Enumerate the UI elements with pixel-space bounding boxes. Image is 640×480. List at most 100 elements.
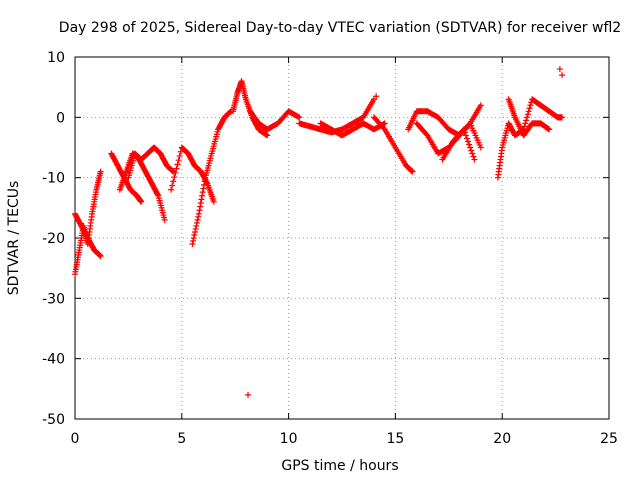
data-point [263,131,270,138]
data-point [195,210,202,217]
y-tick-label: -20 [42,231,65,247]
data-point [190,235,197,241]
data-point [559,72,566,79]
data-point [192,225,199,232]
data-point [462,132,469,139]
data-point [154,191,161,198]
data-point [197,203,204,210]
y-tick-label: 0 [56,110,65,126]
data-point [176,152,183,159]
data-point [138,198,145,205]
x-tick-label: 0 [71,431,80,447]
data-point [198,196,205,203]
data-point [423,131,430,138]
data-point [190,238,197,245]
x-tick-label: 25 [600,431,618,447]
data-point [169,182,176,189]
data-point [175,157,182,164]
data-point [409,168,416,175]
data-point [193,219,200,226]
data-point [556,66,563,73]
data-point [468,147,475,154]
data-point [408,167,415,174]
data-point [173,165,180,172]
data-point [171,174,178,181]
data-point [467,144,474,151]
data-point [201,181,208,188]
data-point [161,216,168,223]
data-point [546,126,553,133]
y-tick-label: -30 [42,291,65,307]
data-point [524,111,531,118]
data-point [295,113,302,120]
data-point [471,156,478,163]
data-point [463,135,470,142]
data-point [373,93,380,100]
data-point [470,153,477,160]
data-point [195,213,202,220]
data-points [72,66,566,398]
data-point [408,168,415,175]
data-point [199,192,206,199]
y-tick-label: 10 [47,50,65,66]
data-point [226,109,233,116]
data-point [201,178,208,185]
data-point [461,129,468,136]
data-point [96,251,103,258]
data-point [525,108,532,115]
data-point [469,150,476,157]
data-point [196,207,203,214]
data-point [522,120,529,127]
data-point [545,125,552,132]
data-point [296,114,303,121]
y-tick-label: -10 [42,171,65,187]
data-point [527,102,534,109]
data-point [174,161,181,168]
data-point [460,126,467,133]
y-axis-label: SDTVAR / TECUs [6,181,22,296]
data-point [245,391,252,398]
data-point [466,141,473,148]
data-point [477,102,484,109]
data-point [200,185,207,192]
data-point [199,189,206,196]
data-point [193,222,200,229]
data-point [210,198,217,205]
y-tick-label: -50 [42,412,65,428]
data-point [168,167,175,174]
data-point [521,123,528,130]
y-tick-labels: -50 -40 -30 -20 -10 0 10 [42,50,65,428]
chart-title: Day 298 of 2025, Sidereal Day-to-day VTE… [59,20,621,36]
data-point [526,105,533,112]
data-point [194,216,201,223]
data-point [97,253,104,260]
x-tick-label: 10 [280,431,298,447]
data-point [192,228,199,235]
data-point [559,114,566,121]
x-tick-label: 15 [386,431,404,447]
data-point [97,168,104,175]
data-point [523,117,530,124]
data-point [168,186,175,193]
y-tick-label: -40 [42,352,65,368]
x-tick-label: 20 [493,431,511,447]
data-point [227,108,234,115]
data-point [477,144,484,151]
data-point [523,114,530,121]
data-point [371,96,378,103]
grid-lines [75,57,609,419]
data-point [189,241,196,248]
x-axis-label: GPS time / hours [281,458,398,474]
data-point [96,252,103,259]
data-point [191,231,198,238]
data-point [381,120,388,127]
data-point [197,200,204,207]
data-point [465,138,472,145]
data-point [170,178,177,185]
data-point [264,132,271,139]
data-point [380,125,387,132]
data-point [172,169,179,176]
x-tick-label: 5 [177,431,186,447]
x-tick-labels: 0 5 10 15 20 25 [71,431,618,447]
